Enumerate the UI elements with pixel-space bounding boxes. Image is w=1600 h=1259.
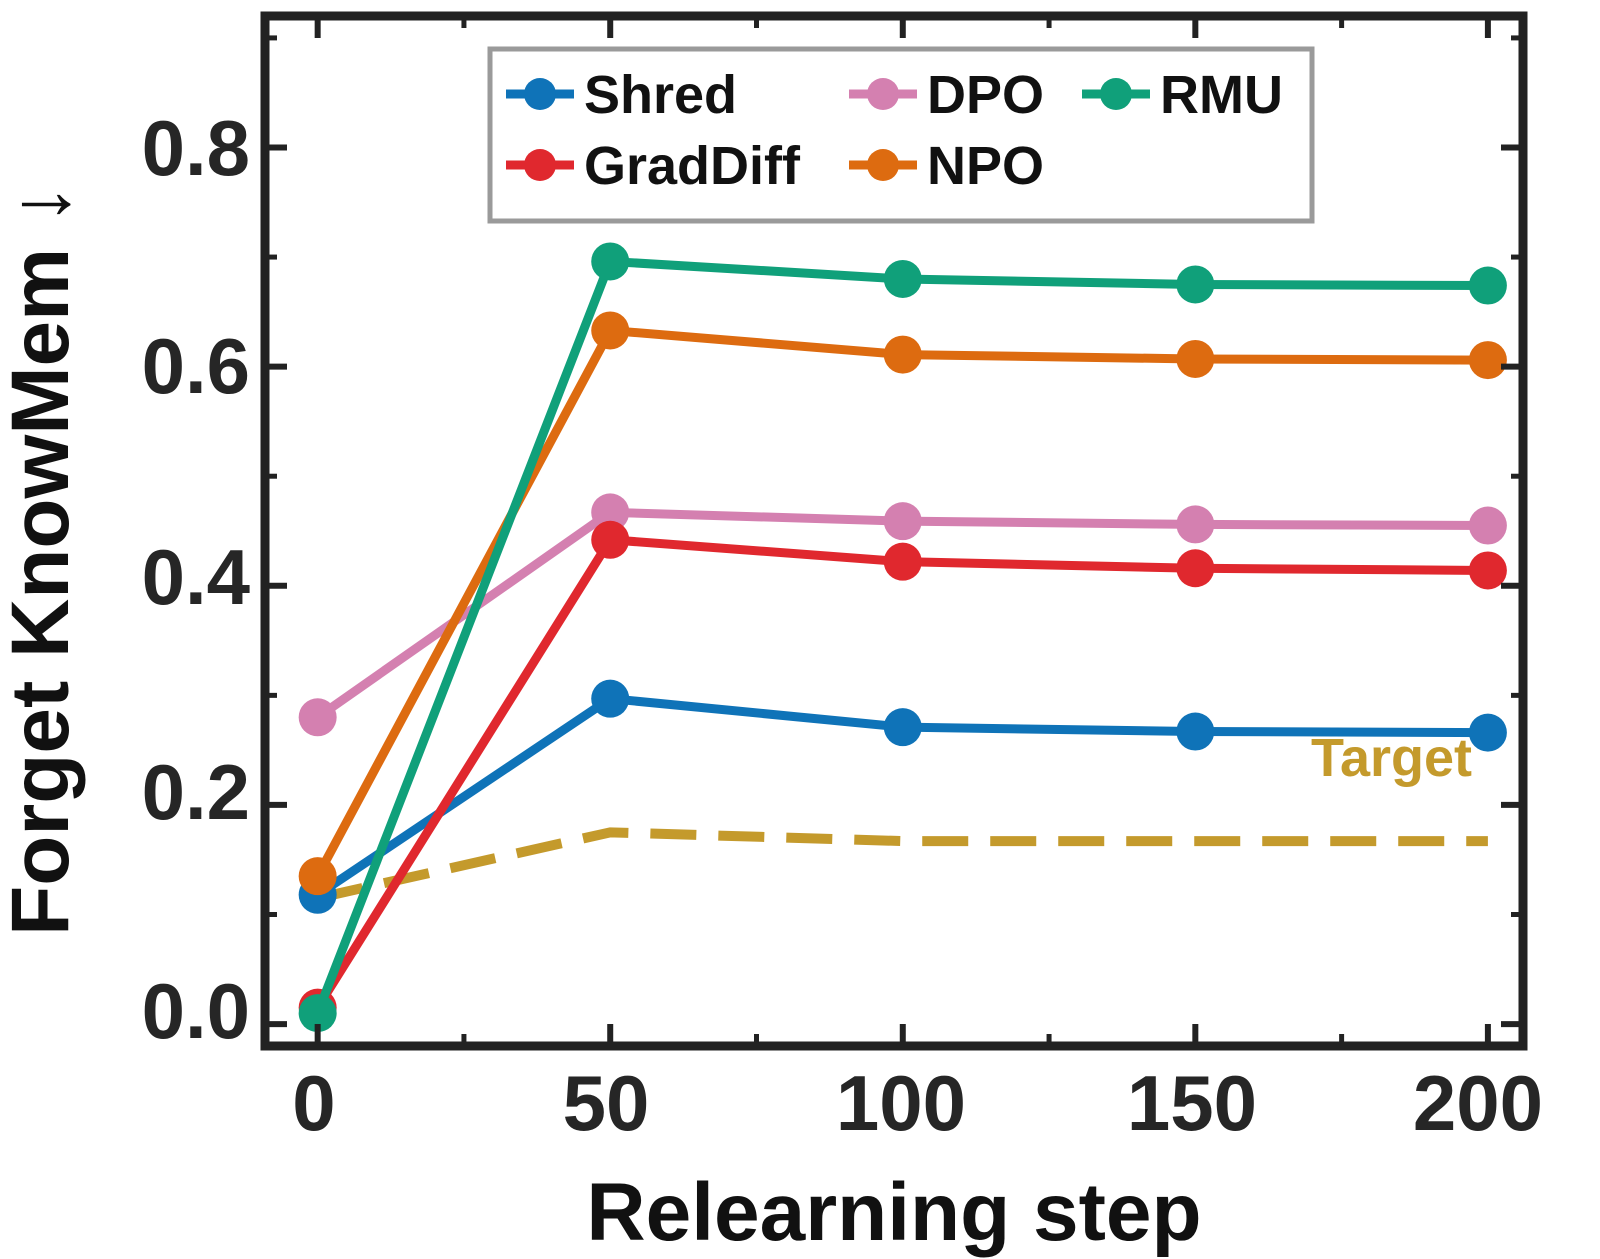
- series-graddiff: [298, 520, 1507, 1027]
- legend-entry-graddiff: GradDiff: [506, 136, 801, 196]
- data-point: [1468, 713, 1507, 752]
- legend-label: RMU: [1160, 65, 1283, 125]
- y-tick-label: 0.8: [142, 104, 250, 192]
- data-point: [1176, 549, 1215, 588]
- y-tick-label: 0.6: [142, 322, 250, 410]
- series-line: [313, 325, 1488, 879]
- series-layer: [298, 242, 1507, 1033]
- data-point: [1176, 712, 1215, 751]
- data-point: [1468, 341, 1507, 380]
- data-point: [883, 259, 922, 298]
- series-dpo: [298, 493, 1507, 737]
- data-point: [298, 994, 337, 1033]
- target-line: [316, 827, 1488, 903]
- data-point: [1176, 505, 1215, 544]
- x-tick-label: 200: [1413, 1059, 1543, 1147]
- legend-frame: [487, 46, 1315, 224]
- data-point: [591, 242, 630, 281]
- legend-entry-shred: Shred: [506, 65, 737, 125]
- legend-swatch-marker: [867, 78, 899, 110]
- data-point: [298, 698, 337, 737]
- data-point: [1468, 551, 1507, 590]
- x-tick-label: 100: [836, 1059, 966, 1147]
- legend-swatch-marker: [524, 78, 556, 110]
- legend: Shred DPO RMU GradDiff NPO: [487, 46, 1315, 224]
- series-shred: [298, 679, 1507, 914]
- legend-entry-dpo: DPO: [849, 65, 1044, 125]
- data-point: [1468, 266, 1507, 305]
- series-rmu: [298, 242, 1507, 1033]
- data-point: [1176, 339, 1215, 378]
- ticks-layer: [265, 16, 1523, 1046]
- legend-entry-npo: NPO: [849, 136, 1044, 196]
- legend-entry-rmu: RMU: [1082, 65, 1283, 125]
- data-point: [591, 311, 630, 350]
- x-tick-label: 150: [1127, 1059, 1257, 1147]
- data-point: [1176, 265, 1215, 304]
- data-point: [591, 520, 630, 559]
- data-point: [591, 493, 630, 532]
- legend-swatch-marker: [867, 149, 899, 181]
- data-point: [591, 679, 630, 718]
- data-point: [883, 502, 922, 541]
- data-point: [883, 542, 922, 581]
- data-point: [298, 857, 337, 896]
- x-tick-label: 50: [563, 1059, 650, 1147]
- legend-label: Shred: [584, 65, 737, 125]
- target-label: Target: [1311, 728, 1472, 788]
- y-tick-label: 0.4: [142, 533, 250, 621]
- data-point: [883, 708, 922, 747]
- data-point: [883, 335, 922, 374]
- series-line: [313, 256, 1488, 1015]
- legend-label: GradDiff: [584, 136, 801, 196]
- legend-label: DPO: [927, 65, 1044, 125]
- legend-swatch-marker: [1100, 78, 1132, 110]
- y-tick-label: 0.0: [142, 967, 250, 1055]
- y-axis-title: Forget KnowMem ↓: [0, 184, 86, 936]
- plot-frame: [260, 11, 1528, 1051]
- x-tick-label: 0: [292, 1059, 335, 1147]
- y-tick-label: 0.2: [142, 748, 250, 836]
- legend-swatch-marker: [524, 149, 556, 181]
- data-point: [1468, 506, 1507, 545]
- x-axis-title: Relearning step: [586, 1167, 1201, 1258]
- legend-label: NPO: [927, 136, 1044, 196]
